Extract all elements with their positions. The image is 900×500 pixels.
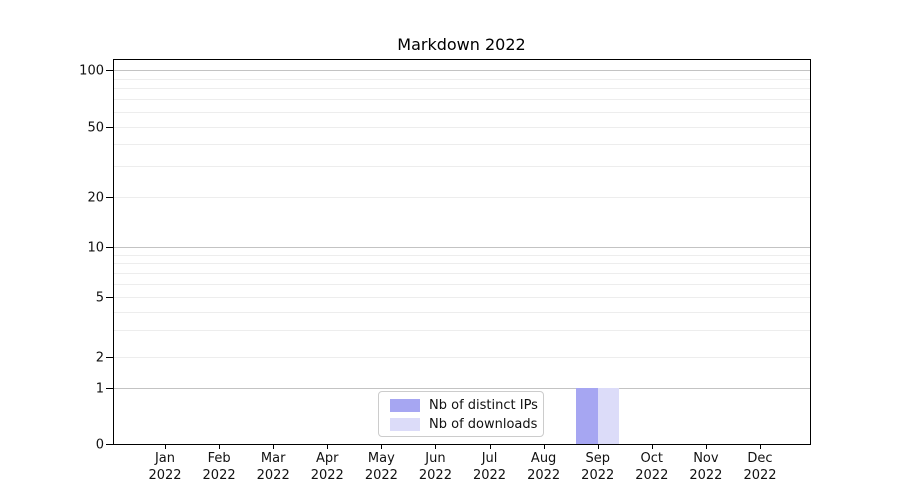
x-tick-mark bbox=[489, 444, 491, 449]
y-tick-label: 20 bbox=[87, 190, 104, 206]
x-tick-label: Sep 2022 bbox=[581, 451, 615, 483]
y-tick-mark bbox=[106, 127, 113, 128]
gridline-minor bbox=[113, 272, 810, 274]
x-tick-label: Dec 2022 bbox=[743, 451, 777, 483]
spine-bottom bbox=[113, 444, 811, 445]
legend-label: Nb of distinct IPs bbox=[429, 398, 538, 413]
gridline-minor bbox=[113, 144, 810, 146]
gridline-major bbox=[113, 388, 810, 389]
x-tick-label: Mar 2022 bbox=[256, 451, 290, 483]
y-tick-mark bbox=[106, 388, 113, 389]
x-tick-mark bbox=[165, 444, 166, 449]
y-tick-mark bbox=[106, 247, 113, 248]
x-tick-mark bbox=[651, 444, 653, 449]
x-tick-label: Jul 2022 bbox=[472, 451, 507, 483]
x-tick-label: Nov 2022 bbox=[689, 451, 723, 483]
legend-entry: Nb of downloads bbox=[390, 415, 543, 434]
gridline-minor bbox=[113, 197, 810, 198]
legend: Nb of distinct IPs Nb of downloads bbox=[378, 391, 544, 437]
x-tick-label: Feb 2022 bbox=[202, 451, 236, 483]
y-tick-mark bbox=[106, 297, 113, 298]
gridline-minor bbox=[113, 112, 810, 113]
chart-title: Markdown 2022 bbox=[397, 35, 526, 54]
x-tick-label: May 2022 bbox=[364, 451, 398, 483]
bar-nb-of-downloads-sep bbox=[597, 388, 620, 444]
x-tick-label: Aug 2022 bbox=[527, 451, 561, 483]
legend-label: Nb of downloads bbox=[429, 417, 538, 432]
gridline-minor bbox=[113, 78, 810, 80]
x-tick-label: Jan 2022 bbox=[148, 451, 182, 483]
gridline-minor bbox=[113, 99, 810, 101]
x-tick-mark bbox=[327, 444, 329, 449]
legend-swatch bbox=[390, 418, 420, 431]
y-tick-mark bbox=[106, 70, 113, 71]
x-tick-mark bbox=[381, 444, 383, 449]
x-tick-label: Jun 2022 bbox=[418, 451, 452, 483]
gridline-major bbox=[113, 70, 810, 71]
x-tick-mark bbox=[597, 444, 599, 449]
gridline-minor bbox=[113, 88, 810, 90]
gridline-minor bbox=[113, 283, 810, 285]
gridline-major bbox=[113, 247, 810, 248]
y-tick-mark bbox=[106, 357, 113, 358]
gridline-minor bbox=[113, 254, 810, 256]
gridline-minor bbox=[113, 311, 810, 313]
gridline-minor bbox=[113, 166, 810, 168]
y-tick-label: 5 bbox=[95, 290, 104, 306]
x-tick-mark bbox=[705, 444, 707, 449]
bar-nb-of-distinct-ips-sep bbox=[576, 388, 598, 444]
y-tick-label: 10 bbox=[87, 240, 104, 256]
x-tick-label: Oct 2022 bbox=[635, 451, 669, 483]
y-tick-mark bbox=[106, 197, 113, 198]
gridline-minor bbox=[113, 357, 810, 358]
legend-swatch bbox=[390, 399, 420, 412]
y-tick-mark bbox=[106, 444, 113, 445]
gridline-minor bbox=[113, 263, 810, 265]
x-tick-mark bbox=[435, 444, 437, 449]
y-tick-label: 100 bbox=[79, 63, 104, 79]
y-tick-label: 50 bbox=[87, 120, 104, 136]
spine-right bbox=[810, 59, 811, 445]
plot-area bbox=[113, 59, 810, 444]
y-tick-label: 2 bbox=[95, 350, 104, 366]
legend-entry: Nb of distinct IPs bbox=[390, 396, 543, 415]
x-tick-mark bbox=[273, 444, 275, 449]
x-tick-mark bbox=[759, 444, 761, 449]
y-tick-label: 0 bbox=[95, 437, 104, 453]
x-tick-label: Apr 2022 bbox=[310, 451, 344, 483]
x-tick-mark bbox=[543, 444, 545, 449]
gridline-minor bbox=[113, 297, 810, 298]
spine-left bbox=[113, 59, 114, 445]
spine-top bbox=[113, 59, 811, 60]
gridline-minor bbox=[113, 330, 810, 332]
gridline-minor bbox=[113, 127, 810, 128]
x-tick-mark bbox=[219, 444, 221, 449]
y-tick-label: 1 bbox=[95, 381, 104, 397]
